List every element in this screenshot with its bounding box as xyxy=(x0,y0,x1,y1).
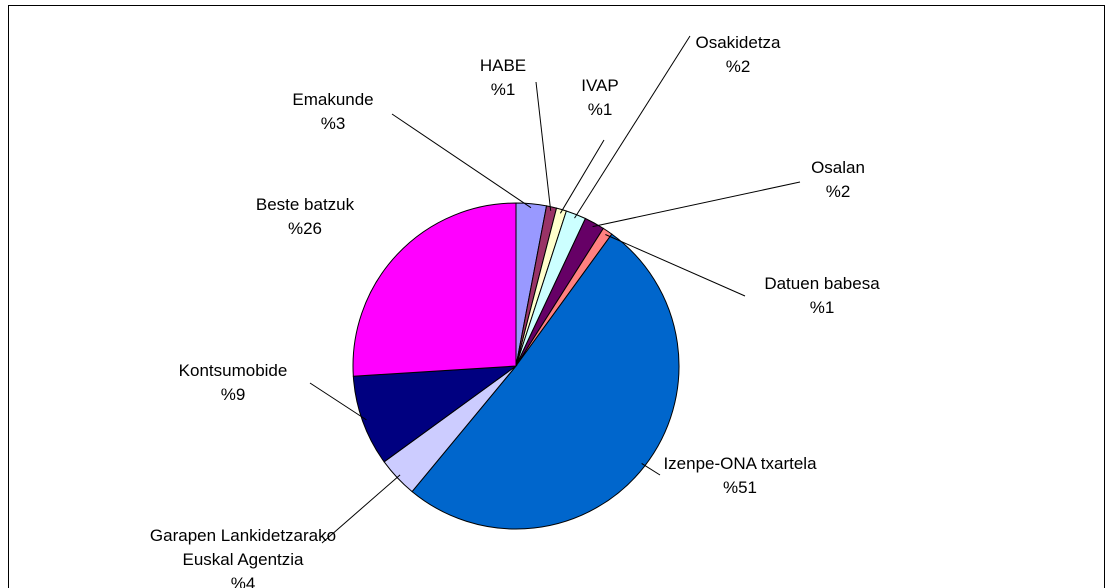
category-name: Izenpe-ONA txartela xyxy=(663,454,817,473)
leader-line xyxy=(605,234,746,297)
category-name: IVAP xyxy=(581,76,619,95)
slice-label: Emakunde %3 xyxy=(253,88,413,136)
value-label: %2 xyxy=(825,182,851,201)
value-label: %1 xyxy=(809,298,835,317)
category-name: Beste batzuk xyxy=(255,195,355,214)
category-name: Garapen Lankidetzarako Euskal Agentzia xyxy=(149,526,337,569)
slice-label: Izenpe-ONA txartela %51 xyxy=(650,452,830,500)
slice-label: Garapen Lankidetzarako Euskal Agentzia %4 xyxy=(143,524,343,588)
category-name: Datuen babesa xyxy=(764,274,880,293)
leader-line xyxy=(559,139,605,214)
value-label: %51 xyxy=(722,478,758,497)
leader-line xyxy=(391,113,532,209)
category-name: Osalan xyxy=(811,158,865,177)
slice-label: Osalan %2 xyxy=(768,156,908,204)
value-label: %9 xyxy=(220,385,246,404)
value-label: %1 xyxy=(587,100,613,119)
leader-line xyxy=(535,81,552,211)
slice-label: Datuen babesa %1 xyxy=(732,272,912,320)
slice-label: Beste batzuk %26 xyxy=(225,193,385,241)
value-label: %1 xyxy=(490,80,516,99)
category-name: Osakidetza xyxy=(695,33,781,52)
pie-slice xyxy=(352,202,517,377)
category-name: Emakunde xyxy=(292,90,374,109)
leader-line xyxy=(641,463,661,476)
leader-line xyxy=(309,382,367,421)
leader-line xyxy=(321,474,401,544)
category-name: HABE xyxy=(479,56,527,75)
value-label: %3 xyxy=(320,114,346,133)
slice-label: Osakidetza %2 xyxy=(668,31,808,79)
leader-line xyxy=(574,35,691,219)
slice-label: HABE %1 xyxy=(453,54,553,102)
slice-label: IVAP %1 xyxy=(550,74,650,122)
pie-slice xyxy=(352,365,518,463)
category-name: Kontsumobide xyxy=(178,361,288,380)
slice-label: Kontsumobide %9 xyxy=(153,359,313,407)
value-label: %4 xyxy=(230,574,256,588)
value-label: %26 xyxy=(287,219,323,238)
value-label: %2 xyxy=(725,57,751,76)
chart-frame xyxy=(8,5,1105,588)
leader-line xyxy=(592,181,801,228)
